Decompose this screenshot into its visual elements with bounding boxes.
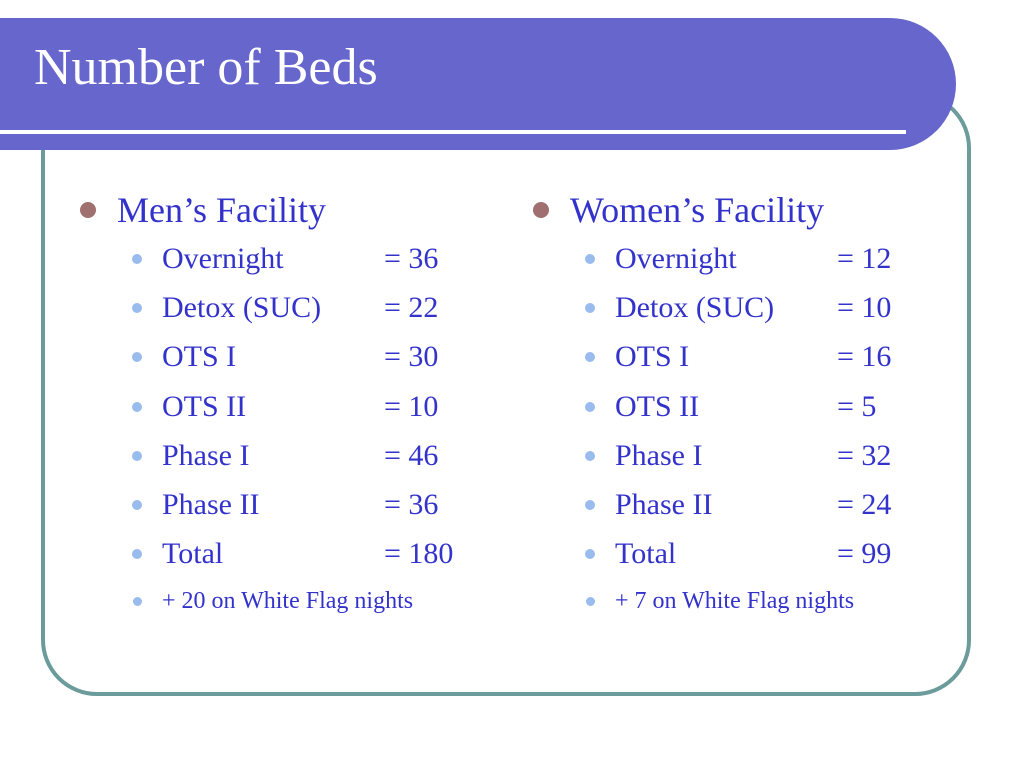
white-flag-note: + 20 on White Flag nights	[162, 587, 414, 614]
bed-type-label: OTS I	[615, 340, 690, 374]
bed-type-label: Phase I	[162, 438, 250, 472]
mens-facility-heading: Men’s Facility	[80, 186, 453, 234]
bullet-icon	[132, 549, 142, 560]
bullet-icon	[132, 253, 142, 264]
bullet-icon	[585, 352, 595, 363]
list-item: OTS II = 10	[80, 382, 453, 431]
title-bar	[0, 18, 956, 150]
womens-bed-list: Overnight = 12 Detox (SUC) = 10 OTS I = 16 …	[533, 234, 891, 623]
mens-facility-label: Men’s Facility	[117, 190, 326, 230]
bullet-icon	[80, 202, 96, 218]
bed-count: = 46	[384, 438, 439, 472]
bullet-icon	[132, 450, 142, 461]
bullet-icon	[585, 253, 595, 264]
list-item: Overnight = 36	[80, 234, 453, 283]
bed-type-label: Detox (SUC)	[615, 290, 775, 324]
bed-type-label: Phase I	[615, 438, 703, 472]
bullet-icon	[586, 596, 595, 606]
bed-count: = 24	[837, 488, 892, 522]
bed-count: = 10	[837, 290, 892, 324]
list-item: Phase I = 32	[533, 431, 891, 480]
womens-facility-column: Women’s Facility Overnight = 12 Detox (SU…	[533, 186, 891, 623]
bed-type-label: Overnight	[615, 241, 737, 275]
bullet-icon	[585, 302, 595, 313]
mens-bed-list: Overnight = 36 Detox (SUC) = 22 OTS I = 30 …	[80, 234, 453, 623]
list-item: + 7 on White Flag nights	[533, 579, 891, 623]
bed-count: = 99	[837, 537, 892, 571]
bed-count: = 180	[384, 537, 454, 571]
bed-type-label: OTS II	[162, 389, 247, 423]
list-item: Detox (SUC) = 22	[80, 283, 453, 332]
bullet-icon	[585, 450, 595, 461]
list-item: Phase II = 36	[80, 480, 453, 529]
womens-facility-label: Women’s Facility	[570, 190, 825, 230]
list-item: + 20 on White Flag nights	[80, 579, 453, 623]
list-item: Phase I = 46	[80, 431, 453, 480]
list-item: OTS I = 16	[533, 333, 891, 382]
bed-type-label: Overnight	[162, 241, 284, 275]
bed-type-label: OTS I	[162, 340, 237, 374]
list-item: OTS I = 30	[80, 333, 453, 382]
bullet-icon	[533, 202, 549, 218]
bullet-icon	[132, 302, 142, 313]
bed-count: = 32	[837, 438, 892, 472]
bed-count: = 30	[384, 340, 439, 374]
list-item: Total = 180	[80, 530, 453, 579]
mens-facility-column: Men’s Facility Overnight = 36 Detox (SUC)…	[80, 186, 453, 623]
bed-count: = 16	[837, 340, 892, 374]
bullet-icon	[132, 401, 142, 412]
bullet-icon	[585, 500, 595, 511]
list-item: Phase II = 24	[533, 480, 891, 529]
bed-count: = 10	[384, 389, 439, 423]
list-item: OTS II = 5	[533, 382, 891, 431]
bed-count: = 36	[384, 241, 439, 275]
list-item: Overnight = 12	[533, 234, 891, 283]
bed-type-label: OTS II	[615, 389, 700, 423]
bed-type-label: Detox (SUC)	[162, 290, 322, 324]
title-underline	[0, 130, 906, 134]
bed-count: = 5	[837, 389, 877, 423]
bed-count: = 22	[384, 290, 439, 324]
bullet-icon	[585, 549, 595, 560]
bed-count: = 12	[837, 241, 892, 275]
bullet-icon	[132, 500, 142, 511]
bed-count: = 36	[384, 488, 439, 522]
list-item: Detox (SUC) = 10	[533, 283, 891, 332]
white-flag-note: + 7 on White Flag nights	[615, 587, 855, 614]
list-item: Total = 99	[533, 530, 891, 579]
womens-facility-heading: Women’s Facility	[533, 186, 891, 234]
bed-type-label: Phase II	[615, 488, 713, 522]
bullet-icon	[133, 596, 142, 606]
bullet-icon	[585, 401, 595, 412]
bullet-icon	[132, 352, 142, 363]
bed-type-label: Total	[615, 537, 677, 571]
bed-type-label: Phase II	[162, 488, 260, 522]
bed-type-label: Total	[162, 537, 224, 571]
slide-title: Number of Beds	[34, 39, 378, 96]
